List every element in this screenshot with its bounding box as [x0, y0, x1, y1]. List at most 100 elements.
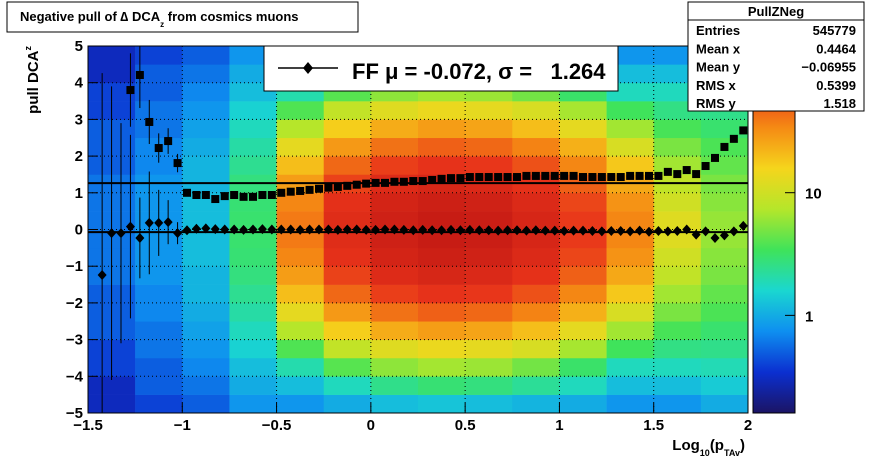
y-tick-label: 5	[75, 38, 83, 55]
heat-cell	[182, 82, 230, 102]
heat-cell	[512, 321, 560, 340]
diamond-marker	[352, 224, 362, 235]
heat-cell	[465, 357, 513, 377]
heat-cell	[418, 357, 466, 377]
diamond-marker	[144, 217, 154, 228]
diamond-marker	[323, 224, 333, 235]
square-marker	[371, 178, 380, 187]
heat-cell	[700, 376, 748, 395]
chart-title: Negative pull of ∆ DCAz from cosmics muo…	[20, 9, 299, 29]
heat-cell	[606, 394, 655, 413]
heat-cell	[653, 339, 702, 359]
heat-cell	[135, 394, 183, 413]
square-marker	[352, 180, 361, 189]
heat-cell	[418, 302, 466, 322]
heat-cell	[559, 302, 607, 322]
heat-cell	[229, 284, 277, 304]
diamond-marker	[672, 225, 682, 236]
diamond-marker	[493, 225, 503, 236]
heat-cell	[182, 64, 230, 83]
square-marker	[381, 178, 389, 187]
heat-cell	[653, 192, 702, 212]
heat-cell	[700, 357, 748, 377]
diamond-marker	[653, 225, 663, 236]
heat-cell	[135, 247, 183, 267]
heat-cell	[418, 266, 466, 285]
heat-cell	[276, 321, 325, 340]
diamond-marker	[267, 224, 277, 235]
heat-cell	[182, 376, 230, 395]
heat-cell	[465, 266, 513, 285]
title-box	[6, 1, 359, 33]
title-text: Negative pull of ∆ DCA	[20, 9, 161, 24]
heat-cell	[135, 101, 183, 120]
heat-cell	[182, 101, 230, 120]
heat-cell	[370, 266, 419, 285]
heat-cell	[418, 137, 466, 157]
heat-cell	[559, 284, 607, 304]
heat-cell	[323, 376, 372, 395]
square-marker	[550, 171, 559, 180]
heat-cell	[559, 266, 607, 285]
square-marker	[503, 173, 512, 182]
heat-cell	[276, 156, 325, 175]
stats-label: RMS y	[696, 96, 737, 111]
square-marker	[409, 177, 418, 186]
heat-cell	[512, 211, 560, 230]
heat-cell	[512, 229, 560, 249]
heat-cell	[465, 247, 513, 267]
diamond-marker	[107, 228, 117, 239]
heat-cell	[88, 376, 136, 395]
heat-cell	[323, 284, 372, 304]
heat-cell	[182, 46, 230, 65]
heat-cell	[323, 156, 372, 175]
heatmap	[88, 46, 748, 413]
heat-cell	[229, 156, 277, 175]
diamond-marker	[559, 225, 569, 236]
heat-cell	[135, 339, 183, 359]
diamond-marker	[569, 225, 579, 236]
heat-cell	[653, 376, 702, 395]
diamond-marker	[474, 225, 484, 236]
heat-cell	[135, 357, 183, 377]
heat-cell	[276, 192, 325, 212]
heat-cell	[559, 339, 607, 359]
square-marker	[164, 137, 173, 146]
square-marker	[447, 174, 455, 183]
heat-cell	[323, 339, 372, 359]
heat-cell	[512, 357, 560, 377]
heat-cell	[229, 247, 277, 267]
diamond-marker	[361, 224, 371, 235]
heat-cell	[700, 339, 748, 359]
heat-cell	[559, 137, 607, 157]
heat-cell	[276, 266, 325, 285]
heat-cell	[370, 211, 419, 230]
heat-cell	[370, 376, 419, 395]
heat-cell	[323, 137, 372, 157]
heat-cell	[370, 119, 419, 139]
diamond-marker	[738, 220, 748, 231]
axes: −1.5 −1 −0.5 0 0.5 1 1.5 2 −5 −4 −3 −2 −1 0 1 2 3 4 5	[66, 38, 752, 434]
diamond-marker	[229, 224, 239, 235]
diamond-marker	[371, 224, 381, 235]
diamond-marker	[342, 224, 352, 235]
square-marker	[333, 182, 342, 191]
stats-label: Mean x	[696, 41, 741, 56]
square-marker	[305, 185, 314, 194]
diamond-marker	[201, 223, 211, 234]
square-marker	[645, 171, 653, 180]
heat-cell	[512, 156, 560, 175]
heat-cell	[229, 321, 277, 340]
square-marker	[607, 173, 616, 182]
heat-cell	[653, 229, 702, 249]
square-marker	[465, 173, 474, 182]
diamond-marker	[389, 224, 399, 235]
heat-cell	[182, 119, 230, 139]
y-label-subscript: z	[23, 46, 33, 51]
diamond-marker	[427, 225, 437, 236]
heat-cell	[323, 192, 372, 212]
square-marker	[220, 192, 229, 201]
heat-cell	[229, 211, 277, 230]
